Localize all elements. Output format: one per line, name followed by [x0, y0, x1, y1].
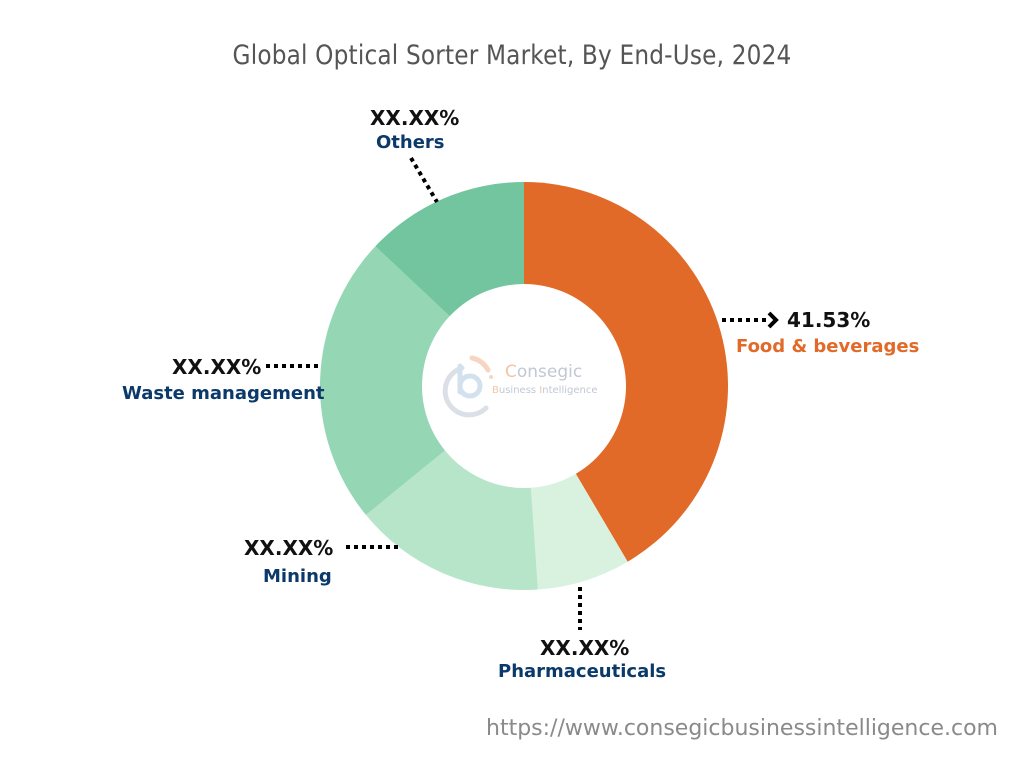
waste-pct-label: XX.XX% [172, 355, 262, 379]
pharma-pct-label: XX.XX% [540, 636, 630, 660]
footer-url[interactable]: https://www.consegicbusinessintelligence… [486, 716, 998, 741]
slice-waste-management [320, 246, 524, 515]
donut-hole [422, 284, 626, 488]
pharma-category-label: Pharmaceuticals [498, 661, 667, 682]
mining-pct-label: XX.XX% [244, 536, 334, 560]
logo-name: Consegic [505, 362, 583, 382]
arrow-right-icon [767, 311, 779, 329]
consegic-logo-icon [442, 355, 493, 418]
callout-lines [266, 156, 770, 630]
food-pct-label: 41.53% [787, 308, 871, 332]
others-pct-label: XX.XX% [370, 106, 460, 130]
logo-subtitle: Business Intelligence [492, 385, 598, 396]
mining-category-label: Mining [263, 566, 332, 587]
food-category-label: Food & beverages [736, 336, 920, 357]
others-leader-line [409, 156, 439, 204]
waste-category-label: Waste management [122, 383, 325, 404]
chart-title: Global Optical Sorter Market, By End-Use… [232, 40, 792, 71]
others-category-label: Others [376, 132, 445, 153]
